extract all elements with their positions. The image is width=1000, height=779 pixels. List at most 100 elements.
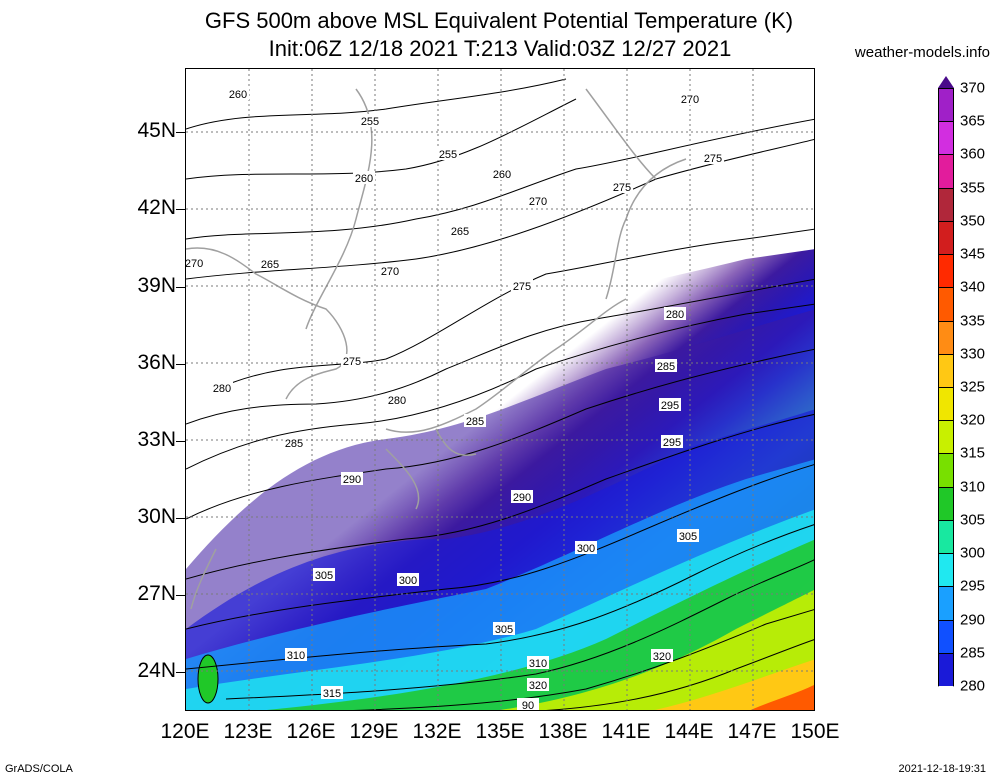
- svg-text:285: 285: [657, 361, 675, 373]
- colorbar-swatch: [938, 486, 954, 521]
- colorbar-level-label: 295: [960, 577, 986, 595]
- colorbar-level-label: 300: [960, 544, 986, 562]
- contour-label: 280: [211, 381, 233, 395]
- contour-label: 295: [659, 398, 681, 412]
- map-plot-area: 260 255 255 260 260 270 270 275 275 265 265 270 270 2…: [185, 68, 815, 711]
- colorbar-level-label: 355: [960, 179, 986, 197]
- svg-text:260: 260: [355, 173, 373, 185]
- svg-text:270: 270: [186, 258, 203, 270]
- colorbar-level-label: 360: [960, 145, 986, 163]
- svg-text:290: 290: [343, 474, 361, 486]
- contour-label: 260: [491, 167, 513, 181]
- contour-label: 265: [259, 257, 281, 271]
- gridlines: [186, 69, 814, 710]
- colorbar-level-label: 370: [960, 79, 986, 97]
- colorbar-swatch: [938, 353, 954, 388]
- contour-label: 305: [493, 622, 515, 636]
- lon-tick-label: 144E: [664, 720, 714, 743]
- svg-text:310: 310: [287, 650, 305, 662]
- contour-label: 275: [511, 279, 533, 293]
- contour-label: 300: [397, 573, 419, 587]
- contour-label: 270: [527, 194, 549, 208]
- contour-label: 290: [341, 472, 363, 486]
- lat-tick-mark: [176, 132, 185, 134]
- svg-text:270: 270: [381, 266, 399, 278]
- lon-tick-label: 135E: [475, 720, 525, 743]
- svg-text:305: 305: [315, 570, 333, 582]
- colorbar-swatch: [938, 453, 954, 488]
- contour-label: 305: [313, 568, 335, 582]
- colorbar-max-arrow: [938, 76, 954, 88]
- lat-tick-mark: [176, 440, 185, 442]
- lon-tick-label: 126E: [286, 720, 336, 743]
- lat-tick-label: 45N: [137, 119, 176, 143]
- svg-text:260: 260: [229, 89, 247, 101]
- contour-label: 300: [575, 541, 597, 555]
- contour-label: 280: [386, 393, 408, 407]
- contour-label: 320: [527, 678, 549, 692]
- coastlines: [186, 88, 687, 610]
- svg-text:300: 300: [399, 575, 417, 587]
- latitude-axis: 24N 27N 30N 33N 36N 39N 42N 45N: [110, 0, 185, 779]
- lon-tick-label: 141E: [601, 720, 651, 743]
- footer-timestamp: 2021-12-18-19:31: [898, 763, 986, 775]
- lat-tick-mark: [176, 286, 185, 288]
- chart-subtitle: Init:06Z 12/18 2021 T:213 Valid:03Z 12/2…: [268, 36, 732, 61]
- contour-label: 275: [702, 151, 724, 165]
- colorbar-level-label: 285: [960, 644, 986, 662]
- contour-lines: [186, 78, 814, 710]
- lat-tick-mark: [176, 672, 185, 674]
- lon-tick-label: 129E: [349, 720, 399, 743]
- contour-label: 285: [283, 436, 305, 450]
- svg-text:305: 305: [495, 624, 513, 636]
- svg-text:265: 265: [261, 259, 279, 271]
- svg-text:320: 320: [653, 651, 671, 663]
- colorbar-level-label: 325: [960, 378, 986, 396]
- lat-tick-label: 24N: [137, 659, 176, 683]
- svg-text:310: 310: [529, 658, 547, 670]
- lat-tick-label: 42N: [137, 196, 176, 220]
- colorbar-swatch: [938, 553, 954, 588]
- colorbar-level-label: 330: [960, 345, 986, 363]
- colorbar-swatch: [938, 187, 954, 222]
- svg-text:275: 275: [613, 182, 631, 194]
- contour-label: 275: [611, 180, 633, 194]
- colorbar-swatch: [938, 220, 954, 256]
- contour-label: 270: [679, 92, 701, 106]
- lat-tick-mark: [176, 209, 185, 211]
- svg-text:295: 295: [663, 437, 681, 449]
- lon-tick-label: 120E: [160, 720, 210, 743]
- colorbar-min-arrow: [938, 686, 954, 698]
- lat-tick-label: 36N: [137, 350, 176, 374]
- colorbar-swatch: [938, 586, 954, 621]
- colorbar-swatch: [938, 420, 954, 455]
- contour-label: 290: [511, 490, 533, 504]
- colorbar-level-label: 365: [960, 112, 986, 130]
- colorbar-level-label: 350: [960, 212, 986, 230]
- chart-title: GFS 500m above MSL Equivalent Potential …: [204, 8, 794, 33]
- svg-text:320: 320: [529, 680, 547, 692]
- contour-label: 285: [464, 414, 486, 428]
- colorbar-level-label: 315: [960, 444, 986, 462]
- svg-text:295: 295: [661, 400, 679, 412]
- contour-label: 320: [651, 649, 673, 663]
- svg-text:275: 275: [343, 356, 361, 368]
- site-credit: weather-models.info: [854, 44, 990, 61]
- svg-text:290: 290: [513, 492, 531, 504]
- lat-tick-label: 33N: [137, 427, 176, 451]
- contour-label: 310: [527, 656, 549, 670]
- colorbar-level-label: 340: [960, 278, 986, 296]
- colorbar-swatch: [938, 154, 954, 189]
- contour-label: 305: [677, 529, 699, 543]
- svg-text:270: 270: [529, 196, 547, 208]
- lat-tick-label: 39N: [137, 273, 176, 297]
- contour-label: 310: [285, 648, 307, 662]
- svg-text:285: 285: [466, 416, 484, 428]
- contour-label: 285: [655, 359, 677, 373]
- contour-label: 260: [353, 171, 375, 185]
- footer-software: GrADS/COLA: [5, 763, 73, 775]
- svg-text:285: 285: [285, 438, 303, 450]
- contour-label: 270: [379, 264, 401, 278]
- colorbar: [937, 76, 955, 699]
- colorbar-level-label: 320: [960, 411, 986, 429]
